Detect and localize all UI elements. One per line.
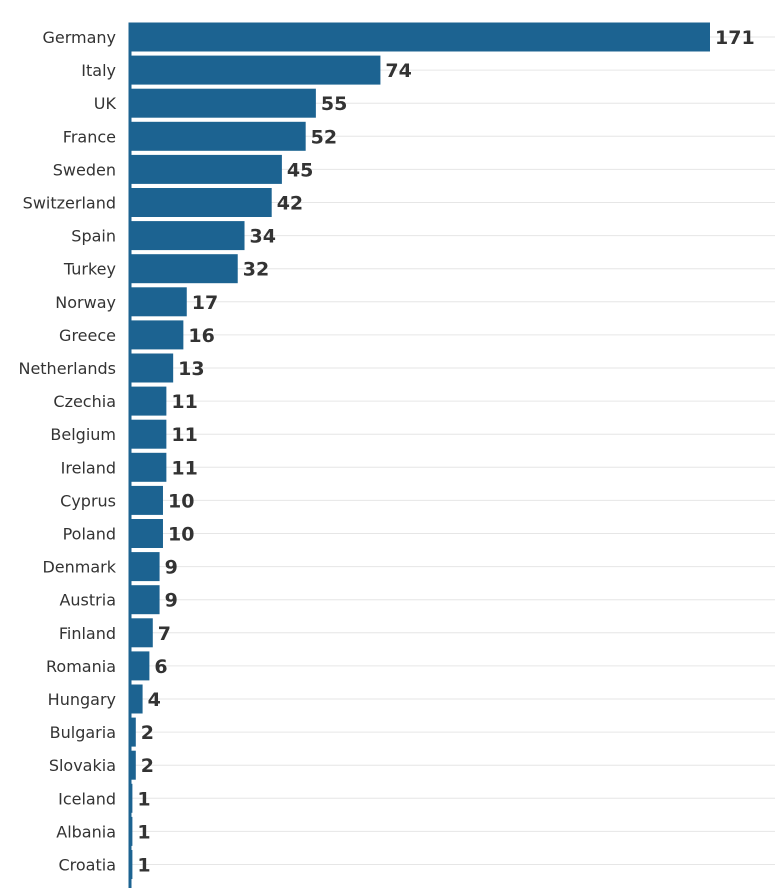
category-label-belgium: Belgium <box>50 425 116 444</box>
category-label-austria: Austria <box>59 591 116 610</box>
value-label-bulgaria: 2 <box>141 722 154 744</box>
value-label-italy: 74 <box>385 60 411 82</box>
category-label-norway: Norway <box>55 293 116 312</box>
bar-belgium <box>129 419 167 449</box>
category-label-ireland: Ireland <box>61 458 116 477</box>
value-label-albania: 1 <box>137 821 150 843</box>
category-label-france: France <box>63 127 116 146</box>
value-label-spain: 34 <box>250 226 276 248</box>
value-label-ireland: 11 <box>171 457 197 479</box>
value-label-greece: 16 <box>188 325 214 347</box>
category-label-finland: Finland <box>59 624 116 643</box>
bar-hungary <box>129 684 143 714</box>
bar-spain <box>129 221 245 251</box>
category-label-slovakia: Slovakia <box>49 756 116 775</box>
bar-bulgaria <box>129 717 136 747</box>
category-label-croatia: Croatia <box>58 856 116 875</box>
category-label-hungary: Hungary <box>48 690 116 709</box>
bar-turkey <box>129 254 238 284</box>
bar-france <box>129 121 306 151</box>
category-label-czechia: Czechia <box>53 392 116 411</box>
bar-germany <box>129 22 710 52</box>
bar-poland <box>129 519 163 548</box>
value-label-germany: 171 <box>715 27 755 49</box>
value-label-norway: 17 <box>192 292 218 314</box>
bar-cyprus <box>129 485 163 515</box>
value-label-poland: 10 <box>168 524 194 546</box>
value-label-finland: 7 <box>158 623 171 645</box>
category-label-turkey: Turkey <box>63 260 116 279</box>
value-label-uk: 55 <box>321 93 347 115</box>
value-label-hungary: 4 <box>148 689 161 711</box>
category-label-cyprus: Cyprus <box>60 491 116 510</box>
bar-slovakia <box>129 750 136 780</box>
category-label-switzerland: Switzerland <box>23 194 116 213</box>
bar-finland <box>129 618 153 648</box>
value-label-austria: 9 <box>165 590 178 612</box>
category-label-germany: Germany <box>42 28 116 47</box>
bar-sweden <box>129 154 282 184</box>
category-label-uk: UK <box>94 94 117 113</box>
category-label-italy: Italy <box>81 61 116 80</box>
category-label-netherlands: Netherlands <box>18 359 116 378</box>
value-label-netherlands: 13 <box>178 358 204 380</box>
bar-norway <box>129 287 187 317</box>
bar-denmark <box>129 552 160 582</box>
category-label-bulgaria: Bulgaria <box>50 723 116 742</box>
bar-greece <box>129 320 184 350</box>
value-label-czechia: 11 <box>171 391 197 413</box>
category-label-iceland: Iceland <box>58 789 116 808</box>
value-labels: 1717455524542343217161311111110109976422… <box>137 27 754 877</box>
bar-austria <box>129 585 160 615</box>
bar-czechia <box>129 386 167 416</box>
value-label-turkey: 32 <box>243 259 269 281</box>
value-label-sweden: 45 <box>287 159 313 181</box>
value-label-iceland: 1 <box>137 788 150 810</box>
value-label-romania: 6 <box>154 656 167 678</box>
category-labels: Germany Italy UK France Sweden Switzerland Spa… <box>18 28 116 875</box>
category-label-romania: Romania <box>46 657 116 676</box>
value-label-belgium: 11 <box>171 424 197 446</box>
bar-switzerland <box>129 188 272 217</box>
bar-romania <box>129 651 150 681</box>
category-label-poland: Poland <box>63 525 116 544</box>
category-label-greece: Greece <box>59 326 116 345</box>
category-label-albania: Albania <box>56 822 116 841</box>
bar-italy <box>129 55 381 85</box>
value-label-denmark: 9 <box>165 557 178 579</box>
value-label-switzerland: 42 <box>277 193 303 215</box>
value-label-croatia: 1 <box>137 855 150 877</box>
category-label-denmark: Denmark <box>42 558 116 577</box>
bar-netherlands <box>129 353 174 383</box>
value-label-slovakia: 2 <box>141 755 154 777</box>
category-label-spain: Spain <box>71 227 116 246</box>
value-label-france: 52 <box>311 126 337 148</box>
value-label-cyprus: 10 <box>168 490 194 512</box>
bar-ireland <box>129 452 167 482</box>
bar-uk <box>129 88 316 118</box>
category-label-sweden: Sweden <box>53 160 116 179</box>
bars <box>129 22 710 879</box>
